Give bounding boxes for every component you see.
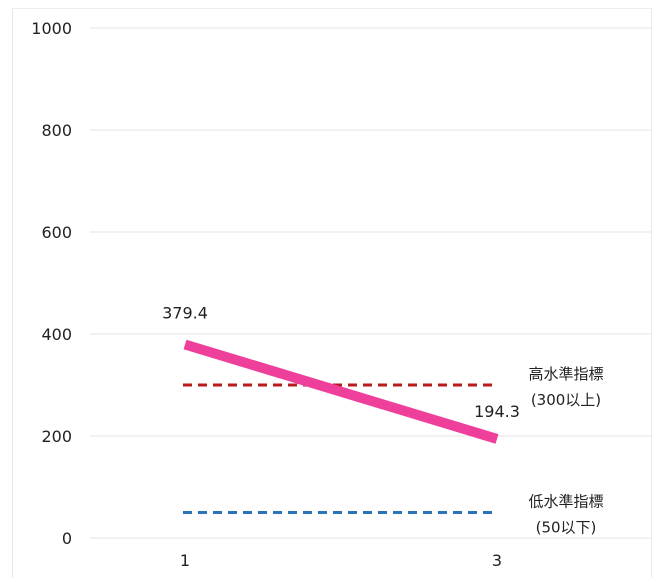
x-tick-label-3: 3 [492,551,502,570]
data-series [183,339,499,444]
gridlines [90,27,652,539]
y-tick-label-1000: 1000 [31,19,72,38]
y-tick-label-600: 600 [41,223,72,242]
y-tick-label-0: 0 [62,529,72,548]
reference-label-300-line2: (300以上) [531,391,601,409]
data-label-0-1: 194.3 [474,402,520,421]
reference-lines: 高水準指標 (300以上) 低水準指標 (50以下) [183,365,604,537]
data-labels: 379.4 194.3 [162,304,520,421]
reference-label-300-line1: 高水準指標 [528,365,603,383]
x-tick-label-1: 1 [180,551,190,570]
y-tick-label-800: 800 [41,121,72,140]
chart-frame [12,8,652,578]
reference-label-50-line1: 低水準指標 [528,493,603,511]
data-label-0-0: 379.4 [162,304,208,323]
y-axis-tick-labels: 0 200 400 600 800 1000 [31,19,72,548]
series-line-0 [183,339,499,444]
reference-label-50-line2: (50以下) [536,519,597,537]
y-tick-label-400: 400 [41,325,72,344]
y-tick-label-200: 200 [41,427,72,446]
